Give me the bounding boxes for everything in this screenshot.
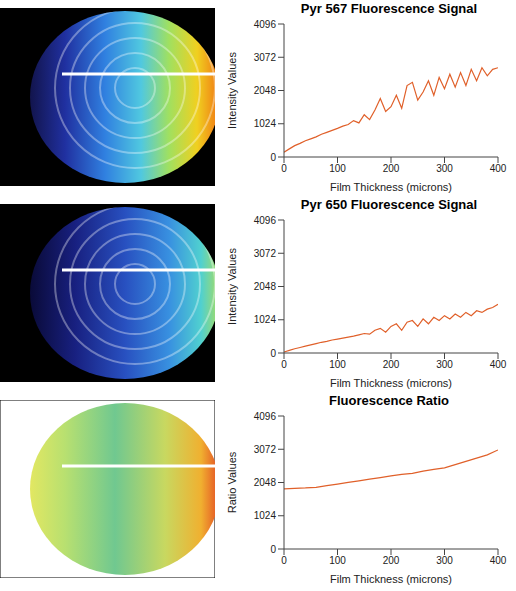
svg-text:2048: 2048 [254, 477, 277, 488]
svg-text:0: 0 [270, 544, 276, 555]
svg-text:3072: 3072 [254, 444, 277, 455]
svg-text:0: 0 [281, 359, 287, 370]
svg-text:Ratio Values: Ratio Values [226, 451, 238, 513]
svg-text:4096: 4096 [254, 215, 277, 226]
svg-text:400: 400 [490, 359, 507, 370]
svg-text:2048: 2048 [254, 281, 277, 292]
svg-text:400: 400 [490, 163, 507, 174]
svg-text:2048: 2048 [254, 85, 277, 96]
html-text:Pyr 650 Fluorescence Signal: Pyr 650 Fluorescence Signal [300, 197, 478, 212]
svg-text:200: 200 [383, 163, 400, 174]
svg-text:300: 300 [436, 163, 453, 174]
svg-text:400: 400 [490, 555, 507, 566]
svg-text:300: 300 [436, 359, 453, 370]
html-text:Pyr 567 Fluorescence Signal: Pyr 567 Fluorescence Signal [300, 1, 478, 16]
svg-text:4096: 4096 [254, 19, 277, 30]
svg-text:3072: 3072 [254, 52, 277, 63]
svg-text:200: 200 [383, 555, 400, 566]
svg-text:1024: 1024 [254, 510, 277, 521]
svg-text:1024: 1024 [254, 118, 277, 129]
svg-text:1024: 1024 [254, 314, 277, 325]
svg-text:300: 300 [436, 555, 453, 566]
svg-text:Film Thickness (microns): Film Thickness (microns) [330, 377, 452, 389]
svg-text:0: 0 [281, 163, 287, 174]
svg-text:3072: 3072 [254, 248, 277, 259]
svg-text:200: 200 [383, 359, 400, 370]
svg-text:0: 0 [270, 348, 276, 359]
svg-text:Intensity Values: Intensity Values [226, 248, 238, 325]
svg-text:Film Thickness (microns): Film Thickness (microns) [330, 573, 452, 585]
svg-text:0: 0 [270, 152, 276, 163]
svg-text:0: 0 [281, 555, 287, 566]
svg-text:100: 100 [329, 359, 346, 370]
svg-text:100: 100 [329, 163, 346, 174]
svg-text:100: 100 [329, 555, 346, 566]
svg-text:Intensity Values: Intensity Values [226, 52, 238, 129]
svg-text:Film Thickness (microns): Film Thickness (microns) [330, 181, 452, 193]
svg-text:4096: 4096 [254, 411, 277, 422]
html-text:Fluorescence Ratio: Fluorescence Ratio [329, 393, 449, 408]
